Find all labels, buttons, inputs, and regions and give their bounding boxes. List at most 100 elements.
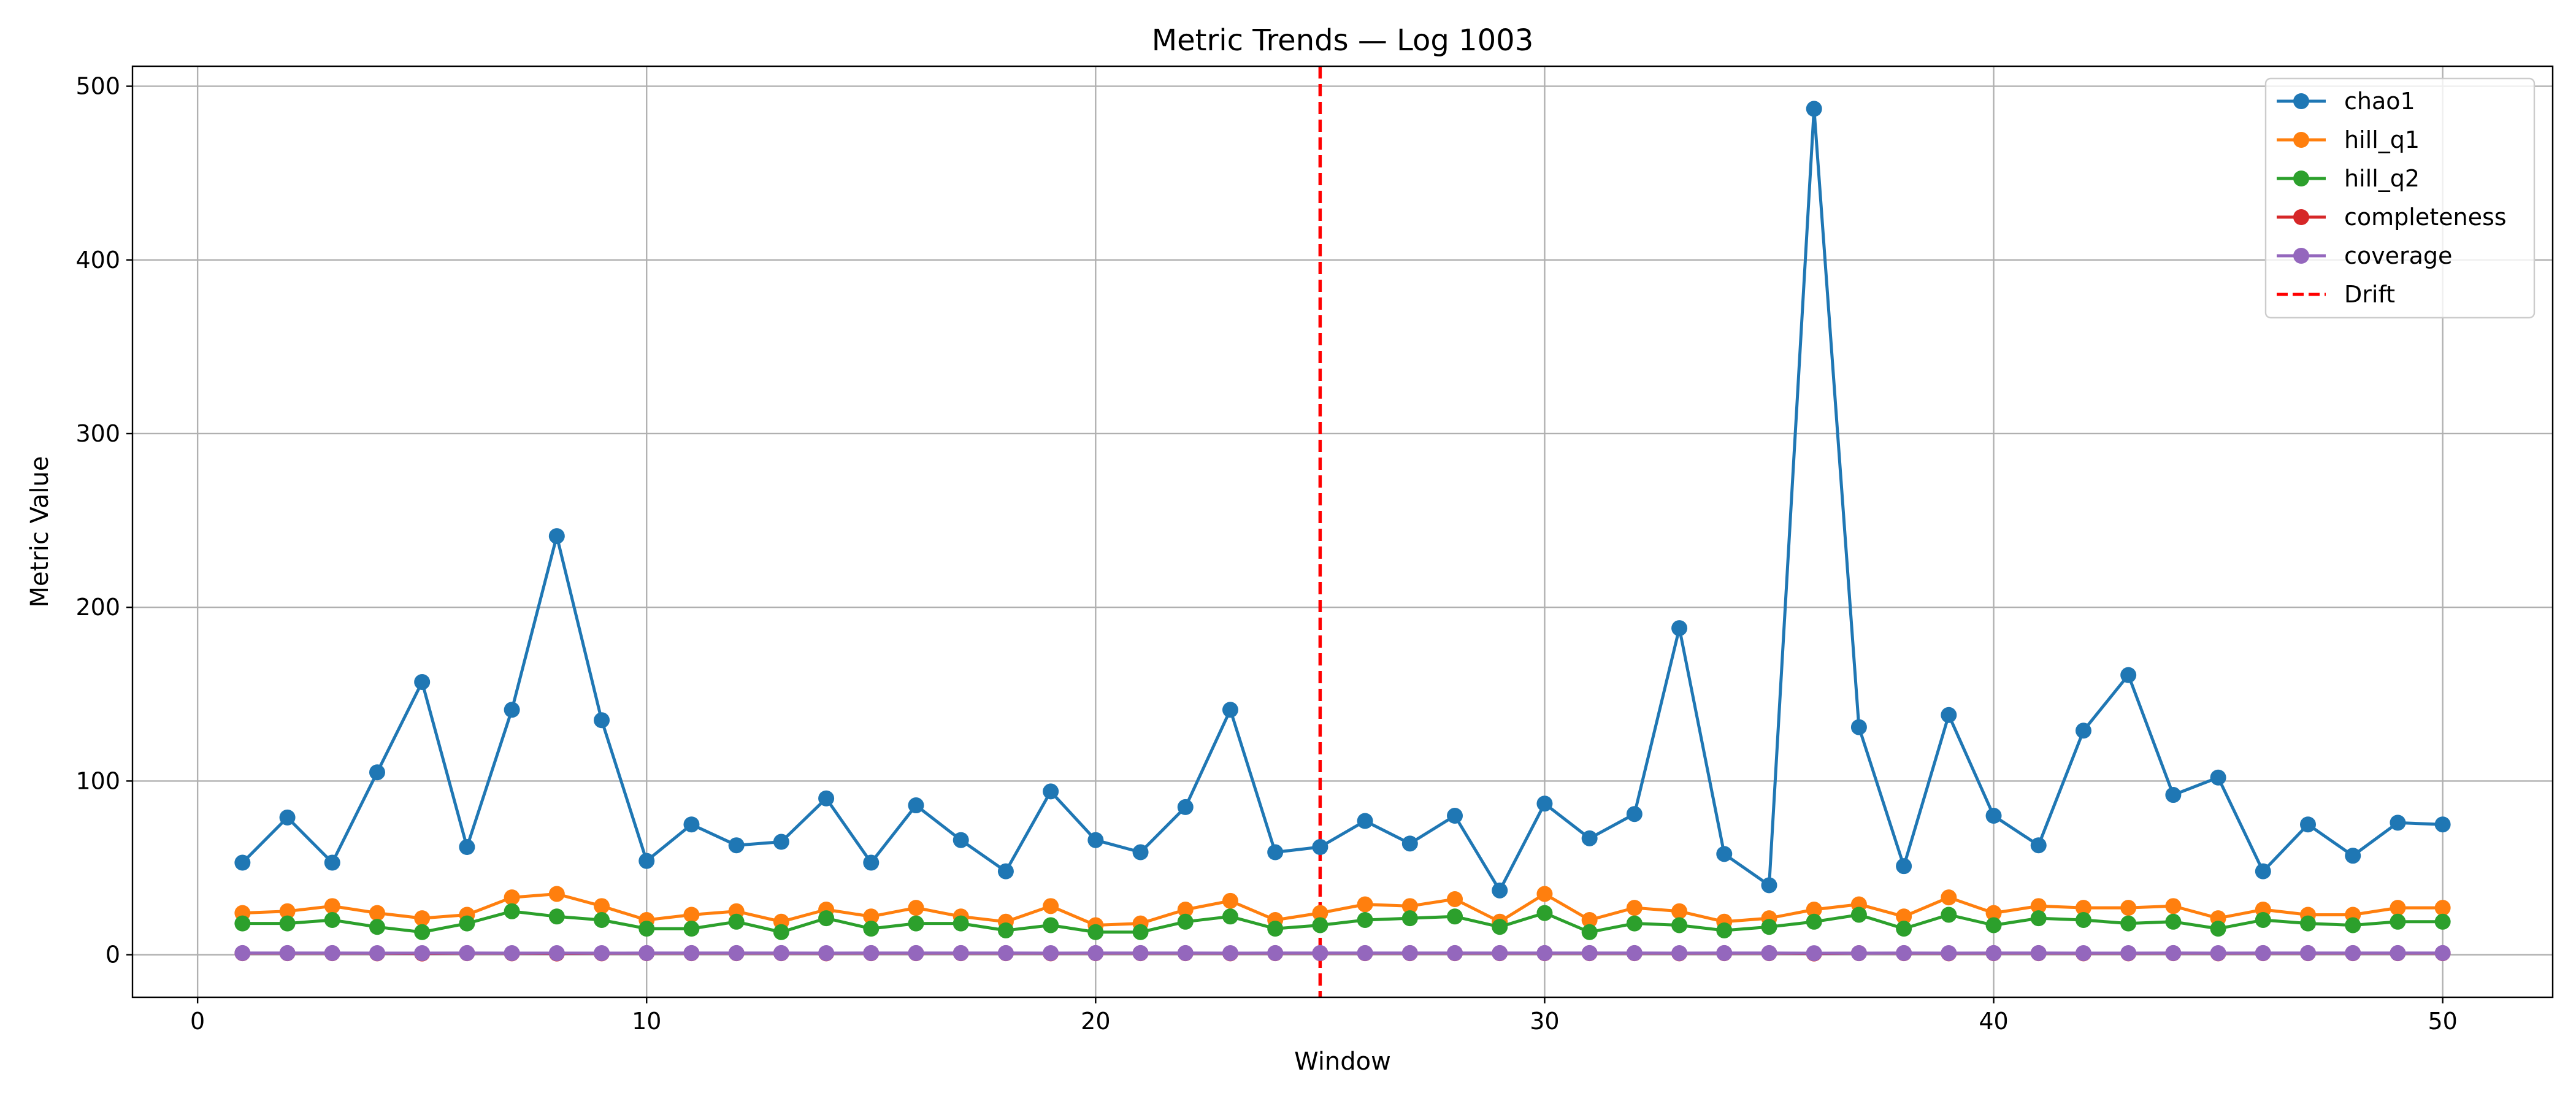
data-point-chao1	[2345, 848, 2361, 864]
data-point-chao1	[1850, 719, 1867, 735]
data-point-chao1	[1357, 813, 1373, 829]
data-point-hill_q1	[1626, 900, 1643, 916]
data-point-hill_q2	[1312, 917, 1328, 933]
data-point-chao1	[953, 832, 969, 848]
data-point-chao1	[1447, 808, 1463, 824]
data-point-coverage	[818, 945, 835, 961]
data-point-coverage	[594, 945, 610, 961]
data-point-coverage	[1177, 945, 1194, 961]
data-point-hill_q1	[1941, 889, 1957, 906]
data-point-hill_q2	[1132, 924, 1149, 940]
data-point-hill_q1	[1401, 898, 1418, 914]
data-point-coverage	[908, 945, 924, 961]
data-point-chao1	[1222, 702, 1238, 718]
legend-items: chao1 hill_q1 hill_q2 completeness coverage D…	[2277, 88, 2507, 308]
data-point-hill_q2	[818, 910, 835, 927]
data-point-hill_q2	[1492, 919, 1508, 935]
data-point-chao1	[594, 712, 610, 729]
legend-swatch-marker	[2293, 209, 2309, 225]
data-point-hill_q2	[548, 908, 565, 925]
data-point-coverage	[1941, 945, 1957, 961]
data-point-coverage	[1671, 945, 1688, 961]
data-point-coverage	[1626, 945, 1643, 961]
data-point-chao1	[1626, 806, 1643, 822]
data-point-chao1	[2434, 816, 2451, 833]
data-point-chao1	[2210, 769, 2226, 786]
data-point-coverage	[279, 945, 296, 961]
data-point-hill_q2	[1581, 924, 1598, 940]
legend-label: chao1	[2344, 88, 2415, 115]
data-point-chao1	[1671, 620, 1688, 637]
legend-box	[2264, 77, 2536, 319]
data-point-hill_q2	[1043, 917, 1059, 933]
data-point-chao1	[1492, 882, 1508, 899]
data-point-hill_q1	[2165, 898, 2182, 914]
data-point-coverage	[414, 945, 431, 962]
data-point-coverage	[1357, 945, 1373, 961]
data-point-coverage	[1806, 945, 1822, 962]
data-point-chao1	[1132, 844, 1149, 861]
data-point-coverage	[548, 945, 565, 962]
data-point-hill_q2	[1985, 917, 2002, 933]
data-point-hill_q2	[2255, 911, 2271, 928]
data-point-coverage	[773, 945, 789, 961]
data-point-hill_q1	[1806, 901, 1822, 918]
data-point-hill_q2	[908, 915, 924, 932]
data-point-coverage	[1222, 945, 1238, 961]
data-point-chao1	[683, 816, 700, 833]
legend-item-chao1: chao1	[2277, 88, 2415, 115]
y-axis-ticks: 0 100 200 300 400 500	[75, 73, 132, 968]
data-point-chao1	[1985, 808, 2002, 824]
data-point-hill_q2	[2210, 921, 2226, 937]
y-tick-label: 400	[75, 247, 120, 274]
data-point-hill_q1	[863, 908, 880, 925]
legend: chao1 hill_q1 hill_q2 completeness coverage D…	[2264, 77, 2536, 319]
data-point-hill_q2	[1716, 922, 1733, 938]
y-tick-label: 200	[75, 594, 120, 621]
data-point-coverage	[1132, 945, 1149, 961]
data-point-hill_q2	[504, 903, 520, 919]
data-point-hill_q1	[1447, 891, 1463, 907]
data-point-chao1	[2120, 667, 2137, 683]
data-point-chao1	[1267, 844, 1284, 861]
x-tick-label: 40	[1979, 1008, 2008, 1035]
data-point-hill_q1	[324, 898, 340, 914]
data-point-chao1	[1716, 846, 1733, 862]
data-point-coverage	[863, 945, 880, 961]
chart-title: Metric Trends — Log 1003	[1152, 23, 1534, 58]
data-point-chao1	[908, 797, 924, 814]
data-point-chao1	[234, 854, 251, 871]
data-point-coverage	[953, 945, 969, 961]
data-point-hill_q2	[2300, 915, 2317, 932]
y-tick-label: 0	[105, 941, 120, 968]
data-point-hill_q2	[1671, 917, 1688, 933]
legend-item-Drift: Drift	[2277, 281, 2395, 308]
data-point-chao1	[279, 809, 296, 826]
data-point-hill_q1	[1536, 886, 1553, 902]
data-point-chao1	[638, 853, 655, 869]
data-point-chao1	[2075, 723, 2091, 739]
data-point-hill_q1	[1985, 905, 2002, 921]
data-point-chao1	[818, 790, 835, 807]
data-point-chao1	[1043, 783, 1059, 800]
data-point-hill_q2	[1267, 921, 1284, 937]
data-point-coverage	[997, 945, 1014, 961]
data-point-chao1	[728, 837, 745, 854]
data-point-hill_q1	[369, 905, 385, 921]
data-point-hill_q2	[2030, 910, 2047, 927]
data-point-coverage	[2210, 945, 2226, 961]
data-point-coverage	[728, 945, 745, 961]
data-point-hill_q2	[773, 924, 789, 940]
data-point-hill_q2	[2120, 915, 2137, 932]
series-hill_q2	[234, 903, 2451, 940]
data-point-hill_q2	[594, 911, 610, 928]
data-point-hill_q2	[1626, 915, 1643, 932]
data-point-hill_q2	[2075, 911, 2091, 928]
data-point-coverage	[1401, 945, 1418, 961]
series-coverage	[234, 945, 2451, 962]
data-point-hill_q1	[548, 886, 565, 902]
legend-swatch-marker	[2293, 132, 2309, 148]
data-point-hill_q1	[2030, 898, 2047, 914]
data-point-hill_q1	[1671, 903, 1688, 919]
data-point-hill_q2	[1896, 921, 1912, 937]
